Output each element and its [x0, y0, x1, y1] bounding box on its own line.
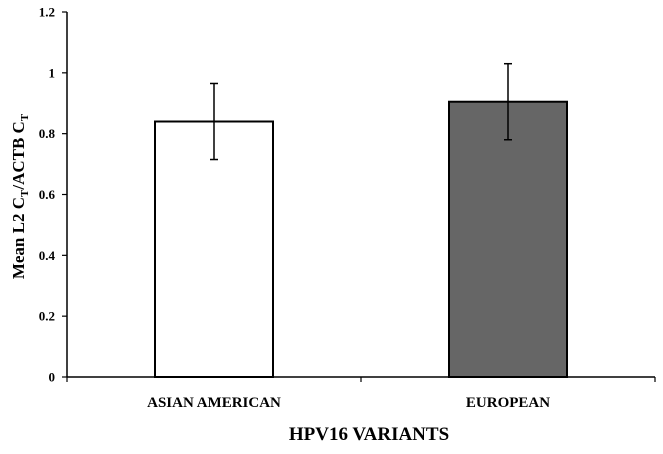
- bar-european: [448, 100, 568, 379]
- category-label: EUROPEAN: [466, 395, 550, 411]
- y-axis-title-subscript: T: [19, 113, 31, 121]
- bars: [154, 62, 568, 379]
- y-tick-label: 0.6: [39, 187, 56, 202]
- x-axis-title: HPV16 VARIANTS: [289, 424, 449, 445]
- category-label: ASIAN AMERICAN: [147, 395, 281, 411]
- y-tick-label: 0.8: [39, 126, 56, 141]
- y-axis-title-part: Mean L2 C: [9, 197, 28, 279]
- y-tick-label: 1: [49, 65, 56, 80]
- y-axis-title-part: /ACTB C: [9, 121, 28, 190]
- y-axis-title-subscript: T: [19, 189, 31, 197]
- labels: ASIAN AMERICAN EUROPEAN HPV16 VARIANTS Mean…: [9, 113, 550, 445]
- y-tick-label: 0.4: [39, 248, 56, 263]
- y-tick-label: 0: [49, 370, 56, 385]
- y-tick-label: 0.2: [39, 309, 55, 324]
- y-tick-label: 1.2: [39, 5, 55, 20]
- y-axis-title: Mean L2 CT/ACTB CT: [9, 113, 31, 279]
- bar-asian-american: [154, 120, 274, 378]
